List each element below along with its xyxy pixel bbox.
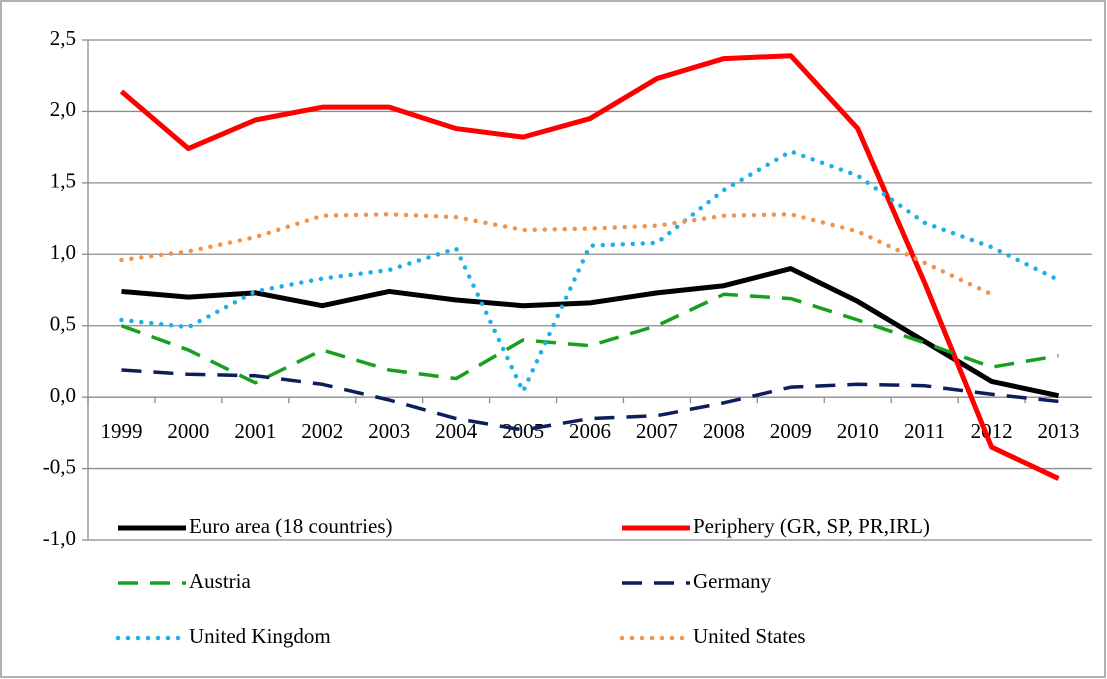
x-tick-label: 2000: [167, 419, 209, 443]
series-line: [120, 292, 1059, 385]
x-tick-label: 2009: [770, 419, 812, 443]
y-tick-label: 0,0: [50, 383, 76, 407]
x-tick-label: 2005: [502, 419, 544, 443]
x-tick-label: 2001: [234, 419, 276, 443]
legend-label: Euro area (18 countries): [189, 514, 393, 538]
y-tick-label: 2,5: [50, 26, 76, 50]
x-tick-label: 2013: [1038, 419, 1080, 443]
x-tick-label: 2011: [904, 419, 945, 443]
y-tick-label: -1,0: [43, 526, 76, 550]
y-tick-label: 1,0: [50, 240, 76, 264]
legend-label: Periphery (GR, SP, PR,IRL): [693, 514, 930, 538]
series-line: [119, 212, 994, 297]
y-tick-label: -0,5: [43, 454, 76, 478]
x-tick-label: 2002: [301, 419, 343, 443]
y-tick-label: 1,5: [50, 169, 76, 193]
legend-label: United States: [693, 624, 806, 648]
legend-label: United Kingdom: [189, 624, 331, 648]
x-tick-label: 2003: [368, 419, 410, 443]
legend-label: Austria: [189, 569, 252, 593]
x-tick-label: 2004: [435, 419, 478, 443]
x-tick-label: 2012: [971, 419, 1013, 443]
x-tick-label: 1999: [100, 419, 142, 443]
x-tick-label: 2010: [837, 419, 879, 443]
series-line: [121, 266, 1060, 399]
y-tick-label: 0,5: [50, 312, 76, 336]
series-line: [119, 53, 1060, 481]
y-tick-label: 2,0: [50, 97, 76, 121]
x-tick-label: 2006: [569, 419, 611, 443]
x-tick-label: 2008: [703, 419, 745, 443]
legend-label: Germany: [693, 569, 772, 593]
x-tick-label: 2007: [636, 419, 678, 443]
